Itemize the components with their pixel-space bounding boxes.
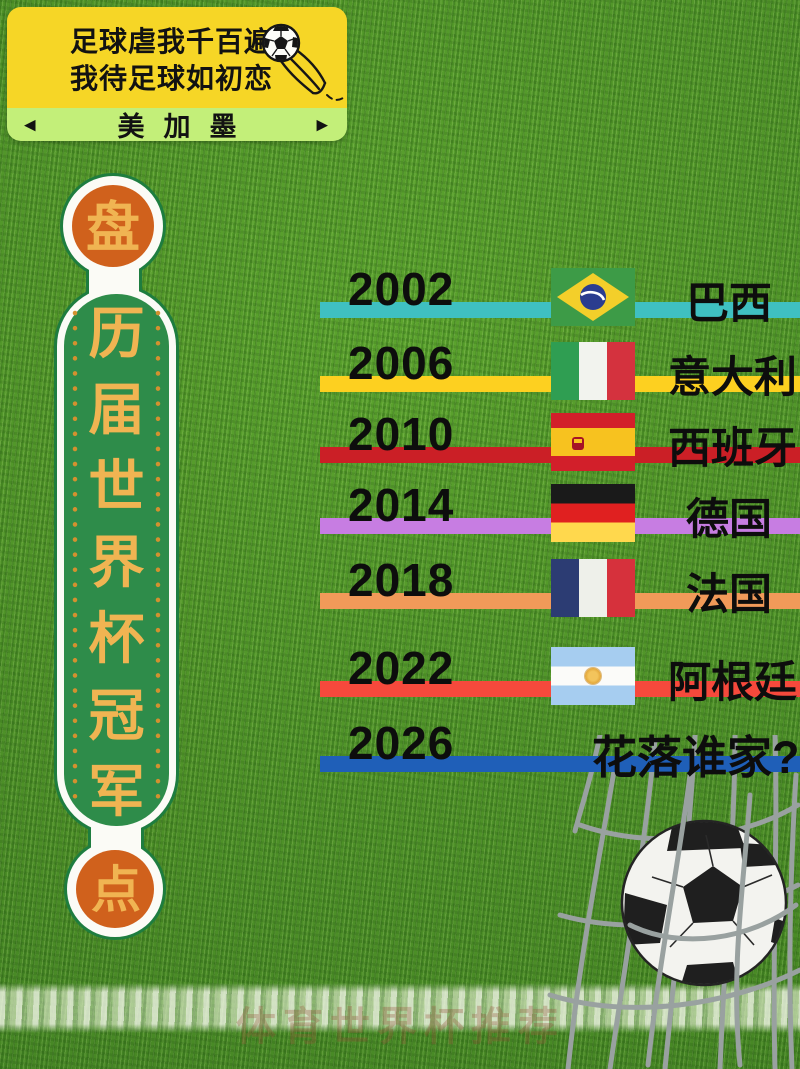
title-badge: [54, 173, 179, 940]
argentina-flag-icon: [551, 647, 635, 705]
slogan-line1: 足球虐我千百遍: [70, 26, 274, 57]
banner-label: 美加墨: [117, 112, 256, 141]
spain-flag-icon: [551, 413, 635, 471]
next-arrow-icon[interactable]: ▶: [316, 116, 328, 133]
badge-title-char: 历: [88, 301, 145, 368]
country-label: 意大利: [668, 354, 797, 402]
year-label: 2010: [348, 408, 455, 460]
year-label: 2026: [348, 717, 455, 769]
badge-title-char: 世: [88, 453, 145, 520]
country-label: 花落谁家?: [592, 732, 800, 783]
watermark-text: 体育世界杯推荐: [236, 1005, 565, 1049]
prev-arrow-icon[interactable]: ◀: [24, 116, 36, 133]
header-card: 足球虐我千百遍 我待足球如初恋: [7, 7, 347, 141]
country-label: 德国: [686, 496, 772, 544]
country-label: 西班牙: [668, 425, 797, 473]
badge-title-char: 届: [88, 377, 145, 444]
country-label: 巴西: [686, 280, 772, 328]
badge-vertical-title: 历届世界杯冠军: [57, 296, 176, 830]
badge-title-char: 界: [88, 529, 145, 596]
france-flag-icon: [551, 559, 635, 617]
year-label: 2006: [348, 337, 455, 389]
badge-bottom-char: 点: [91, 860, 141, 919]
badge-title-char: 军: [88, 758, 145, 825]
germany-flag-icon: [551, 484, 635, 542]
year-label: 2022: [348, 642, 455, 694]
flying-soccer-ball-icon: [261, 23, 344, 101]
badge-top-char: 盘: [86, 195, 140, 259]
slogan-line2: 我待足球如初恋: [70, 63, 274, 94]
brazil-flag-icon: [551, 268, 635, 326]
year-label: 2014: [348, 479, 455, 531]
italy-flag-icon: [551, 342, 635, 400]
header-slogan-panel: 足球虐我千百遍 我待足球如初恋: [7, 7, 347, 108]
country-label: 法国: [686, 571, 772, 619]
year-label: 2002: [348, 263, 455, 315]
timeline-bar: [320, 756, 800, 772]
slogan-text: 足球虐我千百遍 我待足球如初恋: [70, 23, 273, 97]
badge-title-char: 冠: [88, 682, 145, 749]
sun-of-may-icon: [585, 668, 601, 684]
header-banner: ◀ 美加墨 ▶: [7, 108, 347, 141]
country-label: 阿根廷: [668, 659, 797, 707]
soccer-ball-in-goal-net-icon: [547, 735, 800, 1069]
year-label: 2018: [348, 554, 455, 606]
badge-title-char: 杯: [88, 606, 145, 673]
